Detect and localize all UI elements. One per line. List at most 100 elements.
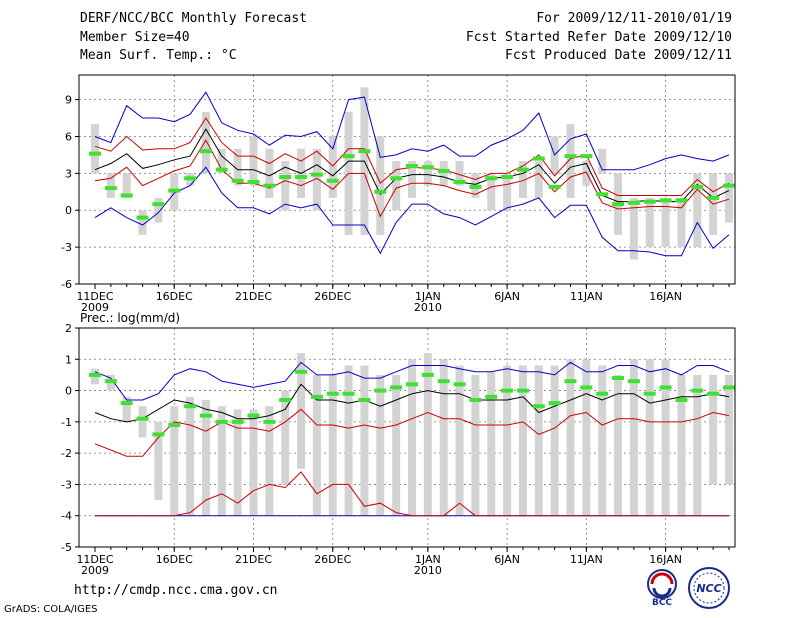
box xyxy=(312,148,321,211)
box xyxy=(534,161,543,198)
median-marker xyxy=(310,394,323,399)
y-tick-label: -6 xyxy=(61,278,72,291)
chart-title: DERF/NCC/BCC Monthly Forecast xyxy=(80,11,307,26)
median-marker xyxy=(168,422,181,427)
box xyxy=(138,210,147,235)
median-marker xyxy=(326,178,339,183)
median-marker xyxy=(453,382,466,387)
box xyxy=(106,173,115,198)
median-marker xyxy=(342,391,355,396)
median-marker xyxy=(612,376,625,381)
box xyxy=(439,359,448,516)
median-marker xyxy=(627,200,640,205)
box xyxy=(677,197,686,248)
box xyxy=(376,136,385,235)
median-marker xyxy=(104,186,117,191)
box xyxy=(582,161,591,186)
median-marker xyxy=(532,156,545,161)
lower-outer-line xyxy=(94,166,730,257)
upper-outer-line xyxy=(94,91,730,171)
y-tick-label: 0 xyxy=(65,204,72,217)
median-marker xyxy=(295,369,308,374)
median-marker xyxy=(564,154,577,159)
box xyxy=(693,173,702,248)
median-marker xyxy=(342,154,355,159)
median-marker xyxy=(215,419,228,424)
ncc-logo: NCC xyxy=(688,567,730,609)
median-marker xyxy=(406,382,418,387)
box xyxy=(693,374,702,516)
median-marker xyxy=(453,179,466,184)
box xyxy=(661,197,670,248)
median-marker xyxy=(485,176,498,181)
median-marker xyxy=(437,168,450,173)
median-marker xyxy=(469,184,482,189)
median-marker xyxy=(516,388,529,393)
median-marker xyxy=(643,391,656,396)
ncc-logo-text: NCC xyxy=(696,582,721,595)
box xyxy=(281,161,290,211)
box xyxy=(217,406,226,516)
bcc-logo-text: BCC xyxy=(652,598,672,608)
median-marker xyxy=(295,175,308,180)
median-marker xyxy=(390,385,403,390)
median-marker xyxy=(390,176,403,181)
y-tick-label: 6 xyxy=(65,130,72,143)
median-marker xyxy=(437,379,450,384)
footer-url[interactable]: http://cmdp.ncc.cma.gov.cn xyxy=(74,583,278,598)
median-marker xyxy=(659,198,672,203)
y-tick-label: -3 xyxy=(61,241,72,254)
box xyxy=(122,396,131,422)
median-marker xyxy=(675,198,688,203)
forecast-period: For 2009/12/11-2010/01/19 xyxy=(536,11,732,26)
y-tick-label: -5 xyxy=(61,541,72,554)
y-tick-label: -3 xyxy=(61,478,72,491)
y-tick-label: 1 xyxy=(65,353,72,366)
box xyxy=(122,173,131,198)
median-marker xyxy=(374,189,387,194)
box xyxy=(614,374,623,516)
median-marker xyxy=(596,391,609,396)
box xyxy=(265,406,274,516)
x-tick-sublabel: 2009 xyxy=(81,564,109,577)
box xyxy=(455,365,464,516)
x-tick-label: 6JAN xyxy=(494,553,520,566)
x-tick-label: 11DEC xyxy=(76,553,113,566)
bcc-logo: BCC xyxy=(647,569,677,608)
box xyxy=(201,111,210,174)
median-marker xyxy=(532,404,545,409)
median-marker xyxy=(580,385,593,390)
plot-frame xyxy=(78,74,736,285)
median-marker xyxy=(627,379,640,384)
box xyxy=(392,161,401,211)
median-marker xyxy=(199,413,212,418)
median-marker xyxy=(612,202,625,207)
x-tick-label: 11JAN xyxy=(570,553,603,566)
median-marker xyxy=(548,184,561,189)
median-marker xyxy=(279,175,292,180)
plot-frame xyxy=(78,327,736,548)
box xyxy=(249,136,258,186)
median-marker xyxy=(675,397,688,402)
member-size: Member Size=40 xyxy=(80,30,190,45)
x-tick-label: 16DEC xyxy=(156,290,193,303)
box xyxy=(598,148,607,174)
box xyxy=(645,359,654,516)
median-marker xyxy=(215,167,228,172)
box xyxy=(265,148,274,198)
lower-inner-line xyxy=(95,471,729,517)
box xyxy=(423,353,432,516)
box xyxy=(91,124,99,174)
box xyxy=(154,197,163,223)
median-marker xyxy=(152,432,165,437)
median-marker xyxy=(723,183,735,188)
box xyxy=(629,197,638,260)
grads-credit: GrADS: COLA/IGES xyxy=(4,604,98,615)
median-marker xyxy=(247,179,260,184)
median-marker xyxy=(723,385,735,390)
median-marker xyxy=(263,183,276,188)
median-marker xyxy=(247,413,260,418)
box xyxy=(534,365,543,516)
box xyxy=(550,365,559,516)
